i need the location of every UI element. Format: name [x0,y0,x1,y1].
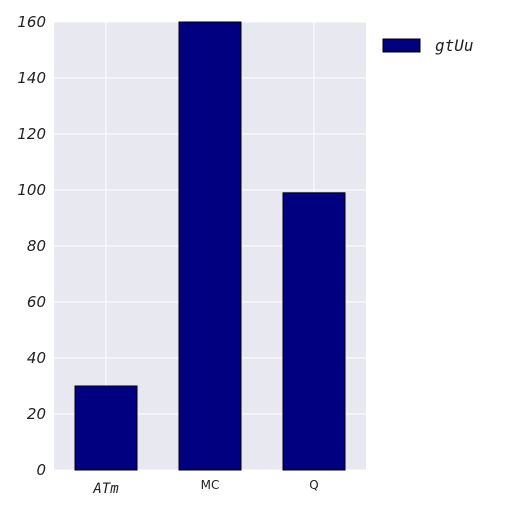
x-axis-ticks: ATm MC Q [92,478,318,497]
y-tick-label: 60 [27,293,46,311]
y-axis-ticks: 0 20 40 60 80 100 120 140 160 [17,13,46,479]
y-tick-label: 0 [36,461,46,479]
y-tick-label: 100 [17,181,46,199]
y-tick-label: 140 [17,69,46,87]
bar-mc [178,21,242,471]
bars [74,21,346,471]
legend-swatch [382,38,421,53]
legend-label: gtUu [435,36,474,55]
legend: gtUu [382,36,474,55]
y-tick-label: 120 [17,125,46,143]
y-tick-label: 160 [17,13,46,31]
bar-q [282,192,346,471]
x-tick-label: Q [309,478,318,492]
y-tick-label: 80 [27,237,46,255]
x-tick-label: MC [201,478,220,492]
y-tick-label: 40 [27,349,46,367]
y-tick-label: 20 [27,405,46,423]
bar-atm [74,385,138,471]
x-tick-label: ATm [92,481,119,497]
